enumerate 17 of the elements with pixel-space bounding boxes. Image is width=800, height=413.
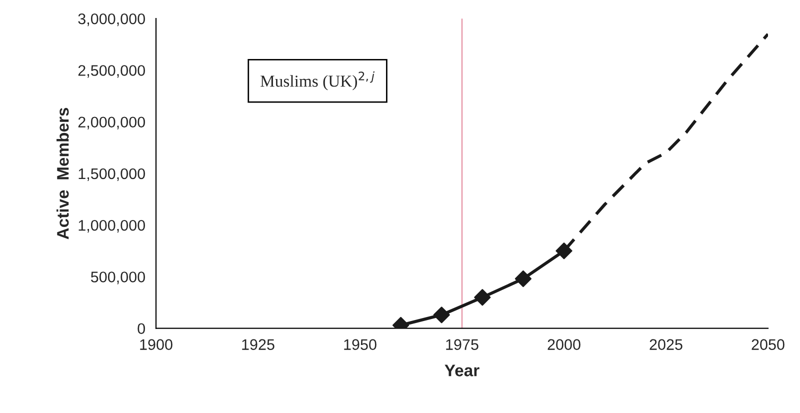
y-tick-label: 2,000,000 xyxy=(78,116,145,130)
x-tick-label: 1975 xyxy=(446,339,478,350)
y-tick-label: 3,000,000 xyxy=(78,13,145,26)
y-tick-label: 500,000 xyxy=(90,272,145,284)
x-tick-label: 2000 xyxy=(548,339,580,350)
y-tick-label: 1,500,000 xyxy=(78,168,145,181)
x-tick-label: 2025 xyxy=(650,339,682,350)
x-tick-label: 1950 xyxy=(344,339,376,350)
annotation: Muslims (UK)$^{2,j}$ xyxy=(260,71,375,90)
y-axis-title: Active Members xyxy=(56,108,69,240)
y-tick-label: 0 xyxy=(138,323,145,334)
x-tick-label: 1900 xyxy=(140,339,172,350)
x-tick-label: 1925 xyxy=(242,339,274,350)
y-tick-label: 2,500,000 xyxy=(78,65,145,78)
y-tick-label: 1,000,000 xyxy=(78,220,145,233)
x-axis-title: Year xyxy=(444,364,480,376)
x-tick-label: 2050 xyxy=(752,339,784,350)
